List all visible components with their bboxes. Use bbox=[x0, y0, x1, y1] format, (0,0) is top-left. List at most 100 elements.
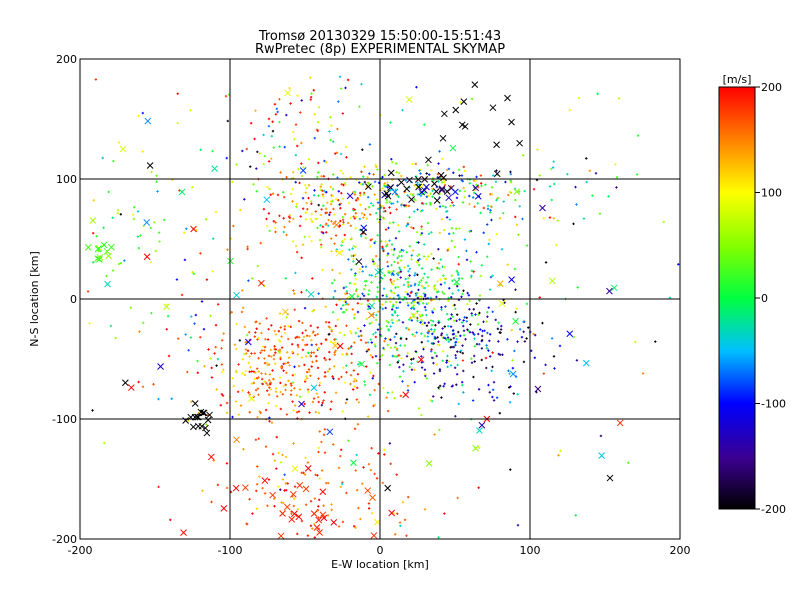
x-marker bbox=[104, 280, 111, 288]
x-marker bbox=[143, 253, 151, 261]
x-marker bbox=[360, 228, 367, 236]
x-marker bbox=[350, 459, 357, 467]
x-marker bbox=[384, 192, 392, 200]
x-marker bbox=[432, 188, 440, 195]
x-marker bbox=[307, 290, 315, 298]
x-marker bbox=[119, 145, 127, 153]
x-marker bbox=[387, 169, 395, 177]
x-marker bbox=[244, 338, 252, 346]
colorbar-tick-label: 200 bbox=[761, 81, 782, 94]
x-tick-label: 100 bbox=[520, 544, 541, 557]
x-tick-label: 200 bbox=[670, 544, 691, 557]
x-marker bbox=[289, 491, 297, 498]
x-marker bbox=[206, 411, 213, 419]
x-marker bbox=[105, 252, 112, 260]
x-marker bbox=[211, 165, 219, 173]
x-marker bbox=[417, 356, 425, 364]
x-marker bbox=[460, 98, 468, 106]
x-marker bbox=[146, 162, 154, 169]
x-marker bbox=[438, 185, 446, 193]
x-marker bbox=[498, 300, 506, 307]
x-marker bbox=[441, 110, 448, 118]
x-marker bbox=[368, 302, 376, 310]
x-marker bbox=[403, 185, 411, 193]
x-marker bbox=[415, 183, 422, 191]
y-tick-label: 100 bbox=[56, 173, 77, 186]
x-marker bbox=[346, 192, 354, 200]
x-marker bbox=[425, 156, 432, 164]
x-marker bbox=[94, 245, 102, 253]
x-marker bbox=[261, 477, 269, 484]
x-marker bbox=[478, 421, 486, 429]
x-marker bbox=[508, 118, 515, 126]
x-marker bbox=[248, 395, 255, 402]
x-marker bbox=[402, 391, 410, 399]
x-axis-label: E-W location [km] bbox=[331, 558, 429, 571]
x-marker bbox=[163, 303, 170, 311]
colorbar-tick-label: 0 bbox=[761, 292, 768, 305]
x-marker bbox=[472, 184, 479, 192]
x-marker bbox=[433, 197, 441, 204]
x-marker bbox=[405, 96, 413, 103]
x-marker bbox=[178, 188, 186, 196]
x-marker bbox=[606, 474, 614, 482]
x-marker bbox=[355, 258, 363, 265]
x-marker bbox=[388, 509, 396, 517]
x-marker bbox=[269, 491, 276, 499]
x-marker bbox=[315, 516, 323, 524]
colorbar-label: [m/s] bbox=[723, 73, 752, 86]
x-marker bbox=[431, 180, 438, 188]
x-marker bbox=[384, 484, 392, 492]
x-marker bbox=[282, 308, 289, 316]
x-marker bbox=[310, 384, 318, 392]
x-marker bbox=[330, 519, 338, 526]
x-marker bbox=[493, 141, 500, 149]
x-marker bbox=[291, 465, 299, 472]
x-marker bbox=[445, 194, 453, 202]
x-marker bbox=[302, 485, 310, 493]
x-marker bbox=[103, 248, 111, 255]
x-marker bbox=[200, 409, 208, 417]
x-marker bbox=[122, 379, 129, 387]
x-marker bbox=[374, 518, 381, 526]
x-marker bbox=[453, 278, 461, 286]
x-marker bbox=[326, 428, 334, 436]
x-marker bbox=[368, 311, 375, 319]
y-tick-label: -200 bbox=[52, 533, 77, 546]
x-marker bbox=[513, 188, 521, 195]
chart-title: Tromsø 20130329 15:50:00-15:51:43 bbox=[258, 29, 501, 44]
x-marker bbox=[299, 167, 307, 174]
x-marker bbox=[476, 427, 483, 434]
x-marker bbox=[319, 488, 327, 496]
x-marker bbox=[534, 385, 542, 393]
y-axis-label: N-S location [km] bbox=[28, 251, 41, 347]
x-axis-ticks: -200 -100 0 100 200 bbox=[68, 544, 691, 557]
x-marker bbox=[295, 513, 303, 521]
x-marker bbox=[333, 221, 340, 229]
x-marker bbox=[471, 81, 479, 89]
chart-subtitle: RwPretec (8p) EXPERIMENTAL SKYMAP bbox=[255, 42, 505, 57]
x-markers bbox=[84, 81, 624, 540]
grid-lines bbox=[80, 59, 680, 539]
x-marker bbox=[472, 444, 479, 452]
x-marker bbox=[438, 186, 446, 194]
x-marker bbox=[127, 384, 135, 391]
x-marker bbox=[539, 204, 546, 212]
x-marker bbox=[96, 254, 104, 261]
x-marker bbox=[310, 510, 318, 517]
x-marker bbox=[598, 452, 606, 459]
x-marker bbox=[207, 453, 215, 461]
x-marker bbox=[336, 249, 343, 257]
x-marker bbox=[84, 244, 92, 251]
x-marker bbox=[96, 256, 103, 263]
x-marker bbox=[242, 484, 249, 491]
x-marker bbox=[298, 400, 305, 408]
x-marker bbox=[365, 183, 372, 190]
x-marker bbox=[190, 423, 197, 431]
x-marker bbox=[284, 89, 291, 97]
x-marker bbox=[449, 144, 457, 152]
x-marker bbox=[203, 429, 211, 437]
x-marker bbox=[397, 179, 405, 186]
x-tick-label: 0 bbox=[377, 544, 384, 557]
